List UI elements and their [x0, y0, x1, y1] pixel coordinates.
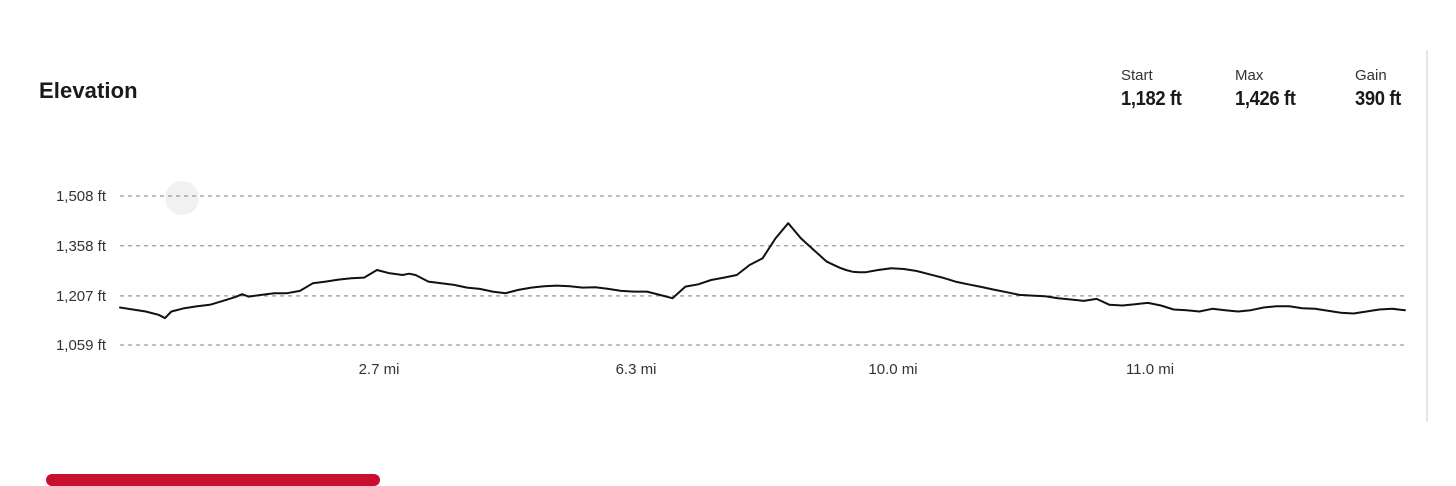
stat-start-label: Start [1121, 67, 1153, 84]
y-tick-label: 1,508 ft [56, 188, 107, 205]
stat-start: Start 1,182 ft [1121, 66, 1187, 112]
y-tick-label: 1,358 ft [56, 238, 107, 255]
x-tick-label: 10.0 mi [868, 361, 917, 378]
y-tick-label: 1,207 ft [56, 288, 107, 305]
panel-divider [1426, 50, 1428, 422]
y-tick-label: 1,059 ft [56, 337, 107, 354]
stat-max-label: Max [1235, 67, 1264, 84]
stat-gain-label: Gain [1355, 67, 1387, 84]
stat-gain: Gain 390 ft [1355, 66, 1405, 112]
elevation-line [119, 222, 1406, 320]
x-tick-label: 6.3 mi [616, 361, 657, 378]
x-tick-label: 11.0 mi [1126, 361, 1174, 378]
stat-max-value: 1,426 ft [1235, 88, 1296, 110]
stat-start-value: 1,182 ft [1121, 88, 1182, 110]
bottom-action-button[interactable] [46, 474, 380, 486]
x-tick-label: 2.7 mi [359, 361, 400, 378]
stat-max: Max 1,426 ft [1235, 66, 1301, 112]
hover-cursor-indicator [165, 181, 199, 215]
elevation-title: Elevation [39, 78, 138, 103]
stat-gain-value: 390 ft [1355, 88, 1401, 110]
